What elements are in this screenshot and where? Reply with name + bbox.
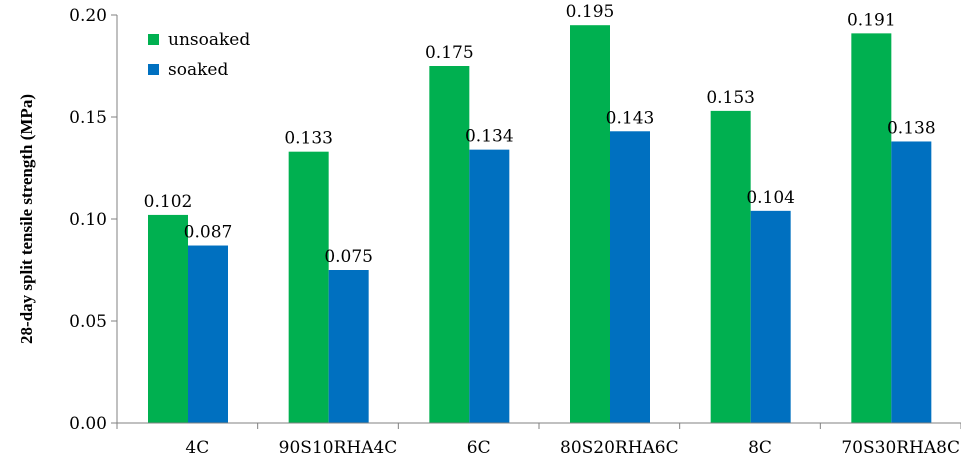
data-label-unsoaked-90S10RHA4C: 0.133 [284, 129, 333, 149]
x-tick-label-90S10RHA4C: 90S10RHA4C [279, 438, 398, 458]
y-axis-title: 28-day split tensile strength (MPa) [17, 94, 36, 344]
bar-unsoaked-4C [148, 214, 188, 423]
y-tick-label: 0.10 [69, 210, 107, 230]
bar-unsoaked-6C [429, 66, 470, 423]
x-tick-label-8C: 8C [748, 438, 772, 458]
data-label-unsoaked-70S30RHA8C: 0.191 [847, 10, 896, 30]
bar-unsoaked-80S20RHA6C [570, 25, 610, 423]
legend-swatch-soaked [148, 64, 159, 75]
legend-label-unsoaked: unsoaked [168, 30, 250, 50]
bar-soaked-6C [469, 149, 510, 423]
x-tick-label-4C: 4C [185, 438, 209, 458]
legend-label-soaked: soaked [168, 60, 228, 80]
x-tick-label-70S30RHA8C: 70S30RHA8C [841, 438, 960, 458]
bar-soaked-8C [750, 210, 791, 423]
bar-unsoaked-70S30RHA8C [851, 33, 892, 424]
data-label-soaked-6C: 0.134 [465, 127, 514, 147]
axes [116, 15, 961, 424]
legend: unsoaked soaked [148, 30, 250, 80]
legend-swatch-unsoaked [148, 34, 159, 45]
data-label-soaked-8C: 0.104 [746, 188, 795, 208]
data-label-unsoaked-8C: 0.153 [706, 88, 755, 108]
y-tick-label: 0.00 [69, 414, 107, 434]
x-tick-label-80S20RHA6C: 80S20RHA6C [560, 438, 679, 458]
x-tick-label-6C: 6C [467, 438, 491, 458]
y-tick-label: 0.15 [69, 108, 107, 128]
bars [148, 25, 932, 424]
bar-soaked-80S20RHA6C [610, 131, 650, 423]
bar-soaked-90S10RHA4C [328, 270, 369, 423]
data-label-unsoaked-6C: 0.175 [425, 43, 474, 63]
data-label-unsoaked-80S20RHA6C: 0.195 [566, 2, 615, 22]
data-label-soaked-4C: 0.087 [184, 223, 233, 243]
y-axis-ticks: 0.00 0.05 0.10 0.15 0.20 [69, 6, 117, 434]
bar-data-labels: 0.102 0.133 0.175 0.195 0.153 0.191 0.087 0.075… [144, 2, 936, 267]
bar-unsoaked-8C [710, 110, 751, 423]
data-label-soaked-90S10RHA4C: 0.075 [324, 247, 373, 267]
x-axis-ticks: 4C 90S10RHA4C 6C 80S20RHA6C 8C 70S30RHA8C [116, 423, 961, 458]
data-label-soaked-80S20RHA6C: 0.143 [606, 108, 655, 128]
data-label-unsoaked-4C: 0.102 [144, 192, 193, 212]
bar-soaked-70S30RHA8C [891, 141, 932, 424]
y-tick-label: 0.20 [69, 6, 107, 26]
bar-soaked-4C [188, 245, 228, 423]
y-tick-label: 0.05 [69, 312, 107, 332]
bar-unsoaked-90S10RHA4C [288, 151, 329, 423]
data-label-soaked-70S30RHA8C: 0.138 [887, 118, 936, 138]
